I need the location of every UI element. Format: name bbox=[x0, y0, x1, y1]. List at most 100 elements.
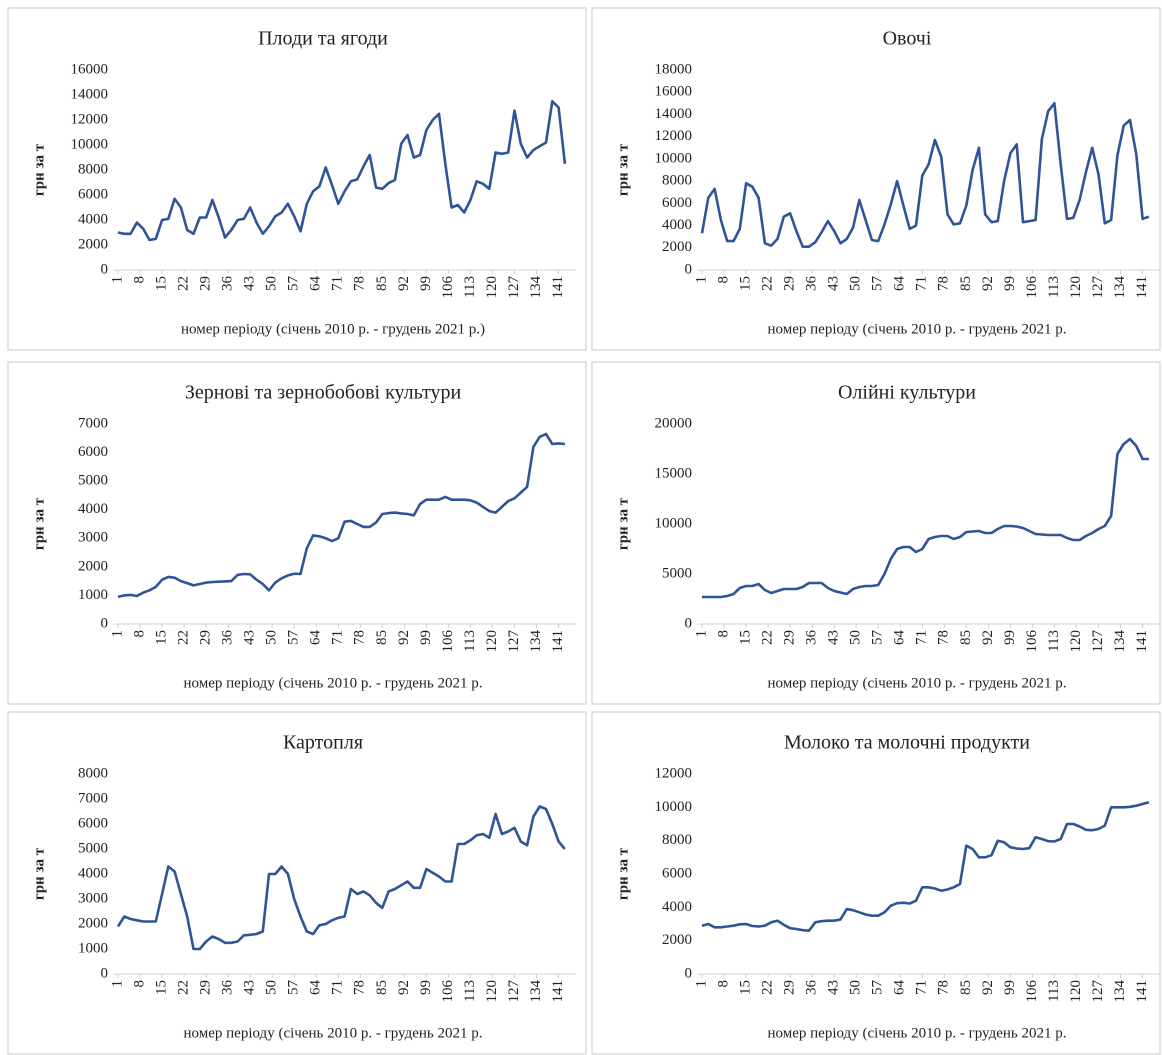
x-tick-label: 71 bbox=[914, 630, 930, 645]
x-tick-label: 8 bbox=[715, 980, 731, 988]
y-tick-label: 2000 bbox=[662, 239, 692, 255]
x-tick-label: 29 bbox=[198, 276, 214, 291]
y-tick-label: 12000 bbox=[71, 111, 109, 127]
y-axis-label: грн за т bbox=[615, 847, 631, 900]
y-tick-label: 16000 bbox=[655, 84, 693, 100]
x-tick-label: 120 bbox=[1068, 980, 1084, 1003]
y-tick-label: 14000 bbox=[655, 106, 693, 122]
x-tick-label: 106 bbox=[440, 980, 456, 1003]
x-tick-label: 134 bbox=[1112, 630, 1128, 653]
x-tick-label: 92 bbox=[980, 980, 996, 995]
x-tick-label: 106 bbox=[440, 630, 456, 653]
x-tick-label: 15 bbox=[737, 276, 753, 291]
y-tick-label: 6000 bbox=[662, 195, 692, 211]
x-tick-label: 29 bbox=[782, 980, 798, 995]
x-tick-label: 134 bbox=[1112, 980, 1128, 1003]
x-tick-label: 134 bbox=[528, 980, 544, 1003]
x-tick-label: 99 bbox=[1002, 630, 1018, 645]
y-tick-label: 16000 bbox=[71, 61, 109, 77]
x-tick-label: 22 bbox=[760, 630, 776, 645]
x-tick-label: 57 bbox=[286, 980, 302, 996]
panel bbox=[7, 361, 587, 705]
x-tick-label: 1 bbox=[109, 630, 125, 638]
x-tick-label: 36 bbox=[220, 276, 236, 292]
y-tick-label: 12000 bbox=[655, 128, 693, 144]
x-tick-label: 78 bbox=[936, 630, 952, 645]
x-tick-label: 64 bbox=[308, 980, 324, 996]
y-tick-label: 10000 bbox=[655, 150, 693, 166]
y-axis-label: грн за т bbox=[615, 143, 631, 196]
x-tick-label: 50 bbox=[848, 276, 864, 291]
x-tick-label: 113 bbox=[1046, 980, 1062, 1002]
y-tick-label: 10000 bbox=[655, 799, 693, 815]
data-line bbox=[116, 805, 566, 951]
x-axis-label: номер періоду (січень 2010 р. - грудень … bbox=[181, 321, 485, 337]
x-tick-label: 127 bbox=[506, 630, 522, 653]
x-tick-label: 85 bbox=[374, 276, 390, 291]
x-tick-label: 127 bbox=[506, 276, 522, 299]
x-axis-label: номер періоду (січень 2010 р. - грудень … bbox=[184, 1025, 483, 1041]
x-tick-label: 64 bbox=[892, 980, 908, 996]
x-tick-label: 127 bbox=[506, 980, 522, 1003]
y-tick-label: 6000 bbox=[78, 186, 108, 202]
y-tick-label: 2000 bbox=[78, 915, 108, 931]
x-tick-label: 106 bbox=[1024, 276, 1040, 299]
x-axis-label: номер періоду (січень 2010 р. - грудень … bbox=[768, 675, 1067, 691]
x-tick-label: 141 bbox=[1134, 630, 1150, 653]
x-tick-label: 78 bbox=[936, 980, 952, 995]
x-tick-label: 71 bbox=[330, 630, 346, 645]
y-tick-label: 6000 bbox=[662, 865, 692, 881]
x-tick-label: 92 bbox=[980, 630, 996, 645]
x-tick-label: 43 bbox=[242, 276, 258, 291]
y-tick-label: 6000 bbox=[78, 444, 108, 460]
x-tick-label: 50 bbox=[264, 980, 280, 995]
x-tick-label: 57 bbox=[870, 630, 886, 646]
x-tick-label: 22 bbox=[760, 980, 776, 995]
panel bbox=[591, 361, 1161, 705]
y-tick-label: 0 bbox=[685, 965, 693, 981]
x-tick-label: 8 bbox=[131, 630, 147, 638]
x-tick-label: 22 bbox=[176, 980, 192, 995]
x-tick-label: 1 bbox=[109, 276, 125, 284]
y-tick-label: 1000 bbox=[78, 940, 108, 956]
x-tick-label: 99 bbox=[418, 980, 434, 995]
x-tick-label: 36 bbox=[220, 630, 236, 646]
x-tick-label: 134 bbox=[528, 276, 544, 299]
x-tick-label: 78 bbox=[352, 980, 368, 995]
chart-title: Плоди та ягоди bbox=[258, 28, 388, 50]
y-tick-label: 8000 bbox=[78, 161, 108, 177]
y-tick-label: 8000 bbox=[662, 173, 692, 189]
x-tick-label: 92 bbox=[980, 276, 996, 291]
x-tick-label: 141 bbox=[550, 276, 566, 299]
x-tick-label: 99 bbox=[418, 630, 434, 645]
data-line bbox=[117, 100, 567, 242]
x-tick-label: 113 bbox=[462, 276, 478, 298]
y-tick-label: 0 bbox=[101, 615, 109, 631]
y-tick-label: 4000 bbox=[662, 217, 692, 233]
y-tick-label: 3000 bbox=[78, 530, 108, 546]
y-tick-label: 20000 bbox=[655, 415, 693, 431]
x-tick-label: 113 bbox=[1046, 630, 1062, 652]
y-tick-label: 6000 bbox=[78, 815, 108, 831]
y-tick-label: 7000 bbox=[78, 415, 108, 431]
x-tick-label: 113 bbox=[462, 630, 478, 652]
x-tick-label: 141 bbox=[550, 980, 566, 1003]
x-tick-label: 57 bbox=[870, 276, 886, 292]
x-tick-label: 106 bbox=[440, 276, 456, 299]
x-tick-label: 15 bbox=[153, 630, 169, 645]
y-tick-label: 10000 bbox=[655, 515, 693, 531]
panel bbox=[7, 711, 587, 1055]
x-tick-label: 8 bbox=[715, 276, 731, 284]
x-tick-label: 71 bbox=[914, 276, 930, 291]
y-tick-label: 7000 bbox=[78, 790, 108, 806]
chart-title: Овочі bbox=[883, 28, 932, 50]
y-tick-label: 14000 bbox=[71, 86, 109, 102]
data-line bbox=[702, 437, 1149, 599]
x-tick-label: 1 bbox=[693, 276, 709, 284]
x-tick-label: 120 bbox=[1068, 630, 1084, 653]
y-tick-label: 1000 bbox=[78, 587, 108, 603]
x-tick-label: 29 bbox=[782, 276, 798, 291]
x-tick-label: 15 bbox=[153, 980, 169, 995]
x-tick-label: 57 bbox=[286, 276, 302, 292]
x-tick-label: 120 bbox=[1068, 276, 1084, 299]
